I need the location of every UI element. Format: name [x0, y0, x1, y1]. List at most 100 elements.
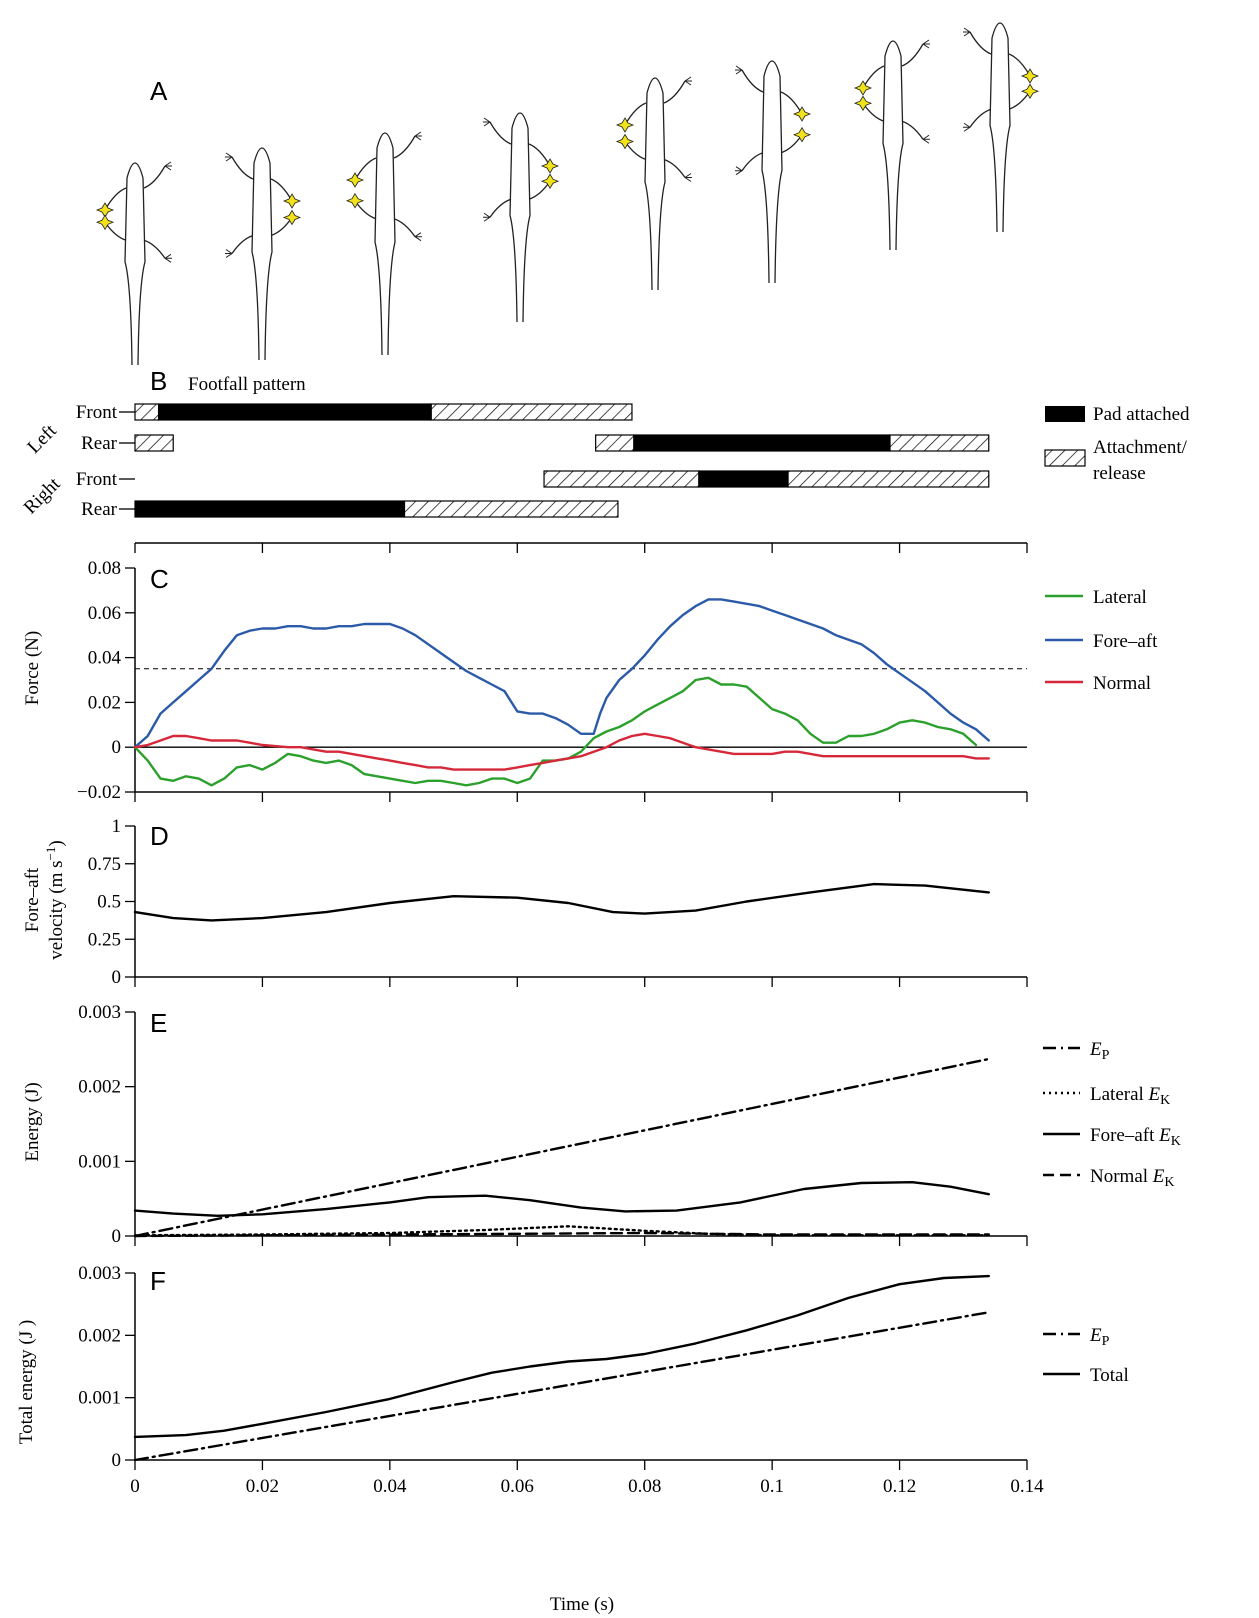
y-tick-label: 0.25 — [88, 929, 121, 950]
y-tick-label: 0.002 — [78, 1077, 121, 1098]
group-label-left: Left — [23, 420, 61, 458]
gecko-toes — [963, 122, 971, 132]
gecko-limb — [489, 198, 512, 218]
gecko-toes — [225, 152, 233, 162]
gecko-attached-pad — [282, 209, 302, 226]
legend-label: Lateral EK — [1090, 1084, 1170, 1108]
gecko-limb — [354, 200, 377, 220]
gecko-body — [509, 127, 531, 323]
gecko-toes — [684, 173, 692, 182]
gecko-limb — [231, 234, 254, 254]
legend-label-hatched-2: release — [1093, 463, 1146, 484]
legend-label: Total — [1090, 1365, 1129, 1386]
gecko-sketch — [95, 161, 172, 366]
gecko-sketch — [615, 76, 692, 291]
gecko-sketch — [483, 112, 560, 323]
gecko-limb — [270, 217, 293, 237]
legend-label: Fore–aft — [1093, 631, 1158, 652]
gecko-limb — [104, 187, 127, 211]
legend-label: Fore–aft EK — [1090, 1125, 1181, 1149]
gecko-toes — [922, 39, 930, 49]
group-label-right: Right — [20, 473, 65, 518]
gecko-sketch — [963, 22, 1040, 233]
ylabel-velocity-line1: Fore–aft — [22, 867, 43, 932]
series-line — [133, 1057, 990, 1238]
y-tick-label: 0.04 — [88, 648, 122, 669]
legend-swatch-hatched — [1044, 449, 1086, 467]
footfall-row-label: Front — [76, 402, 118, 423]
footfall-pad-attached-bar — [134, 500, 406, 518]
series-line — [133, 882, 990, 922]
y-tick-label: 0.001 — [78, 1388, 121, 1409]
footfall-attachment-release-bar — [403, 500, 619, 518]
y-tick-label: 0 — [112, 1450, 122, 1471]
footfall-attachment-release-bar — [430, 403, 633, 421]
panel-f: 0 0.001 0.002 0.003 0 0.02 0.04 0.06 0.08 0.1 0.12… — [78, 1263, 1044, 1497]
ylabel-force: Force (N) — [22, 631, 43, 705]
gecko-attached-pad — [540, 173, 560, 190]
y-tick-label: 0.08 — [88, 558, 121, 579]
x-tick-label: 0.12 — [883, 1476, 916, 1497]
gecko-body — [124, 177, 146, 366]
footfall-attachment-release-bar — [889, 434, 990, 452]
gecko-limb — [143, 165, 166, 189]
x-tick-label: 0 — [130, 1476, 140, 1497]
x-tick-label: 0.14 — [1010, 1476, 1044, 1497]
gecko-toes — [735, 166, 743, 176]
gecko-head — [376, 132, 394, 149]
gecko-head — [511, 112, 529, 129]
legend-label: Lateral — [1093, 587, 1147, 608]
gecko-attached-pad — [615, 133, 635, 150]
legend-label-hatched-1: Attachment/ — [1093, 437, 1188, 458]
y-tick-label: 0.02 — [88, 692, 121, 713]
footfall-attachment-release-bar — [134, 434, 174, 452]
gecko-limb — [528, 180, 551, 200]
gecko-body — [374, 147, 396, 356]
gecko-sketch — [225, 147, 302, 361]
gecko-toes — [414, 131, 422, 141]
panel-f-letter: F — [150, 1266, 166, 1296]
panel-d: 0 0.25 0.5 0.75 1 — [88, 816, 1028, 988]
panel-a-letter: A — [150, 76, 168, 106]
gecko-attached-pad — [1020, 68, 1040, 84]
gecko-limb — [780, 134, 803, 154]
line-panels: −0.02 0 0.02 0.04 0.06 0.08 0 0.25 0.5 0.75 1 0 0.00… — [77, 558, 1044, 1497]
gecko-limb — [354, 157, 377, 181]
gecko-limb — [780, 91, 803, 115]
y-tick-label: 0.001 — [78, 1151, 121, 1172]
gecko-toes — [735, 65, 743, 75]
gecko-limb — [270, 178, 293, 202]
footfall-row-label: Front — [76, 469, 118, 490]
legend-label: EP — [1089, 1039, 1110, 1063]
footfall-pad-attached-bar — [157, 403, 432, 421]
x-tick-label: 0.02 — [246, 1476, 279, 1497]
y-tick-label: 0 — [112, 737, 122, 758]
gecko-limb — [901, 43, 924, 67]
y-tick-label: 0 — [112, 967, 122, 988]
footfall-attachment-release-bar — [134, 403, 160, 421]
x-tick-label: 0.04 — [373, 1476, 407, 1497]
gecko-head — [126, 162, 144, 179]
gecko-attached-pad — [853, 80, 873, 96]
footfall-row-label: Rear — [81, 433, 118, 454]
gecko-limb — [1008, 53, 1031, 77]
legend-label-attached: Pad attached — [1093, 404, 1190, 425]
footfall-title: Footfall pattern — [188, 374, 306, 395]
series-line — [133, 676, 978, 787]
gecko-attached-pad — [95, 214, 115, 231]
gecko-limb — [528, 143, 551, 167]
gecko-toes — [483, 212, 491, 222]
gecko-body — [761, 75, 783, 284]
gecko-toes — [225, 249, 233, 258]
gecko-toes — [963, 27, 971, 37]
panel-e: 0 0.001 0.002 0.003 — [78, 1002, 1028, 1247]
gecko-attached-pad — [853, 95, 873, 112]
gecko-attached-pad — [1020, 83, 1040, 100]
footfall-bars: Front Rear Front Rear — [76, 402, 1028, 553]
series-line — [133, 1181, 990, 1217]
gecko-head — [763, 60, 781, 77]
gecko-head — [253, 147, 271, 164]
gecko-head — [884, 40, 902, 57]
gecko-attached-pad — [792, 126, 812, 143]
